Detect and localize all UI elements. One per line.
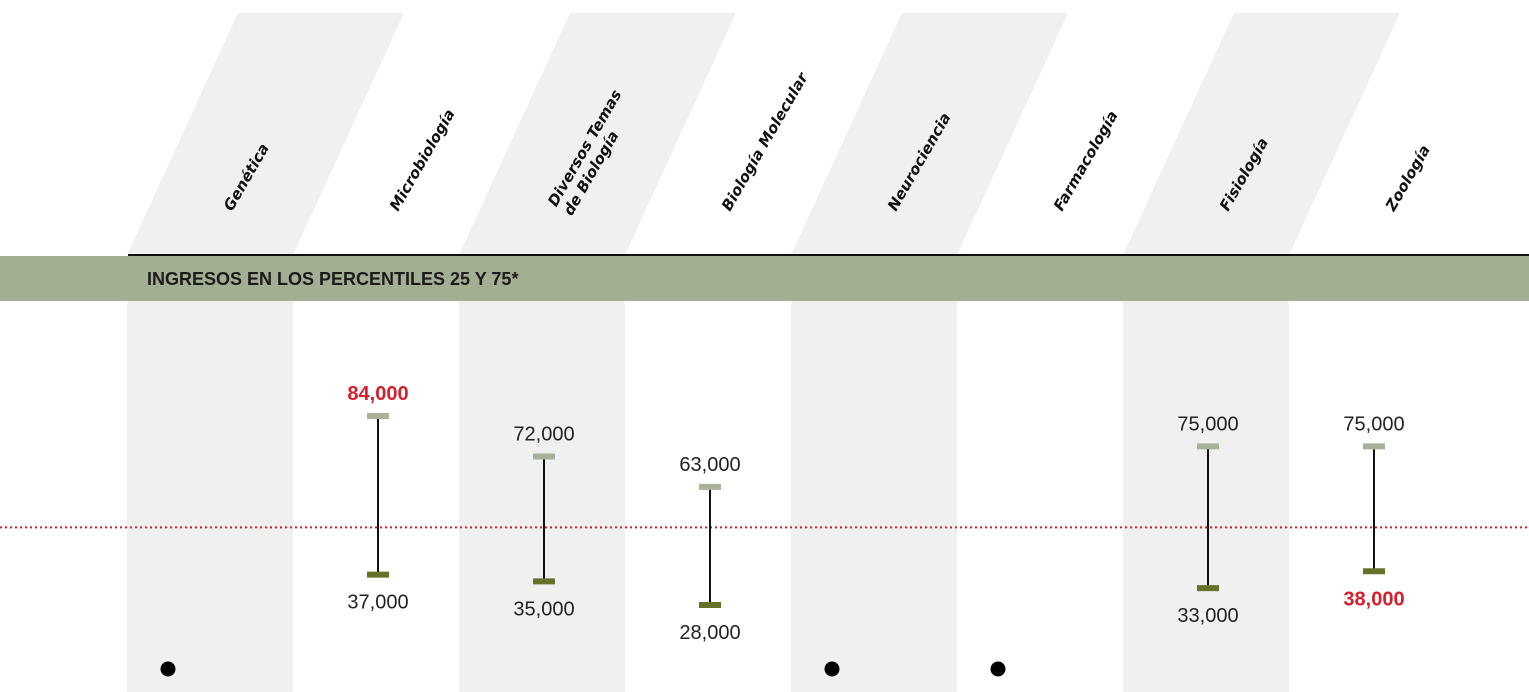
- column-bg: [1123, 301, 1289, 692]
- section-title: INGRESOS EN LOS PERCENTILES 25 Y 75*: [147, 269, 518, 289]
- high-cap: [699, 483, 721, 490]
- low-cap: [367, 571, 389, 578]
- low-cap: [533, 578, 555, 585]
- category-label-line: Biología Molecular: [718, 68, 813, 214]
- high-cap: [367, 413, 389, 419]
- column-bg: [459, 301, 625, 692]
- low-value-label: 37,000: [347, 592, 408, 614]
- column-bg: [791, 301, 957, 692]
- header-slant-bg: [791, 13, 1068, 255]
- high-cap: [1363, 443, 1385, 450]
- no-data-dot: [824, 661, 840, 677]
- no-data-dot: [990, 661, 1006, 677]
- low-value-label: 28,000: [679, 622, 740, 644]
- category-label-line: Farmacología: [1050, 108, 1122, 214]
- low-value-label: 33,000: [1177, 605, 1238, 627]
- section-band: INGRESOS EN LOS PERCENTILES 25 Y 75*: [0, 254, 1529, 301]
- category-label-line: Microbiología: [386, 106, 459, 214]
- high-value-label: 63,000: [679, 454, 740, 476]
- category-label: Biología Molecular: [718, 68, 813, 214]
- header-slant-bg: [127, 13, 404, 255]
- no-data-dot: [160, 661, 176, 677]
- high-value-label: 75,000: [1177, 413, 1238, 435]
- section-band-rect: [0, 256, 1529, 301]
- high-cap: [1197, 443, 1219, 450]
- header-slant-bg: [459, 13, 736, 255]
- high-value-label: 72,000: [513, 424, 574, 446]
- high-cap: [533, 453, 555, 460]
- category-label: Zoología: [1381, 142, 1434, 215]
- category-label: Microbiología: [386, 106, 459, 214]
- column-bg: [127, 301, 293, 692]
- high-value-label: 75,000: [1343, 413, 1404, 435]
- low-value-label: 35,000: [513, 598, 574, 620]
- column-shading: [127, 13, 1400, 692]
- range-marks: 84,000 37,000 72,000 35,000 63,000 28,000 75,0…: [160, 383, 1405, 677]
- category-label: Farmacología: [1050, 108, 1122, 214]
- high-value-label: 84,000: [347, 383, 408, 405]
- low-cap: [1197, 585, 1219, 592]
- header-slant-bg: [1123, 13, 1400, 255]
- category-label-line: Zoología: [1381, 142, 1434, 215]
- low-cap: [699, 602, 721, 608]
- low-cap: [1363, 568, 1385, 575]
- low-value-label: 38,000: [1343, 588, 1404, 610]
